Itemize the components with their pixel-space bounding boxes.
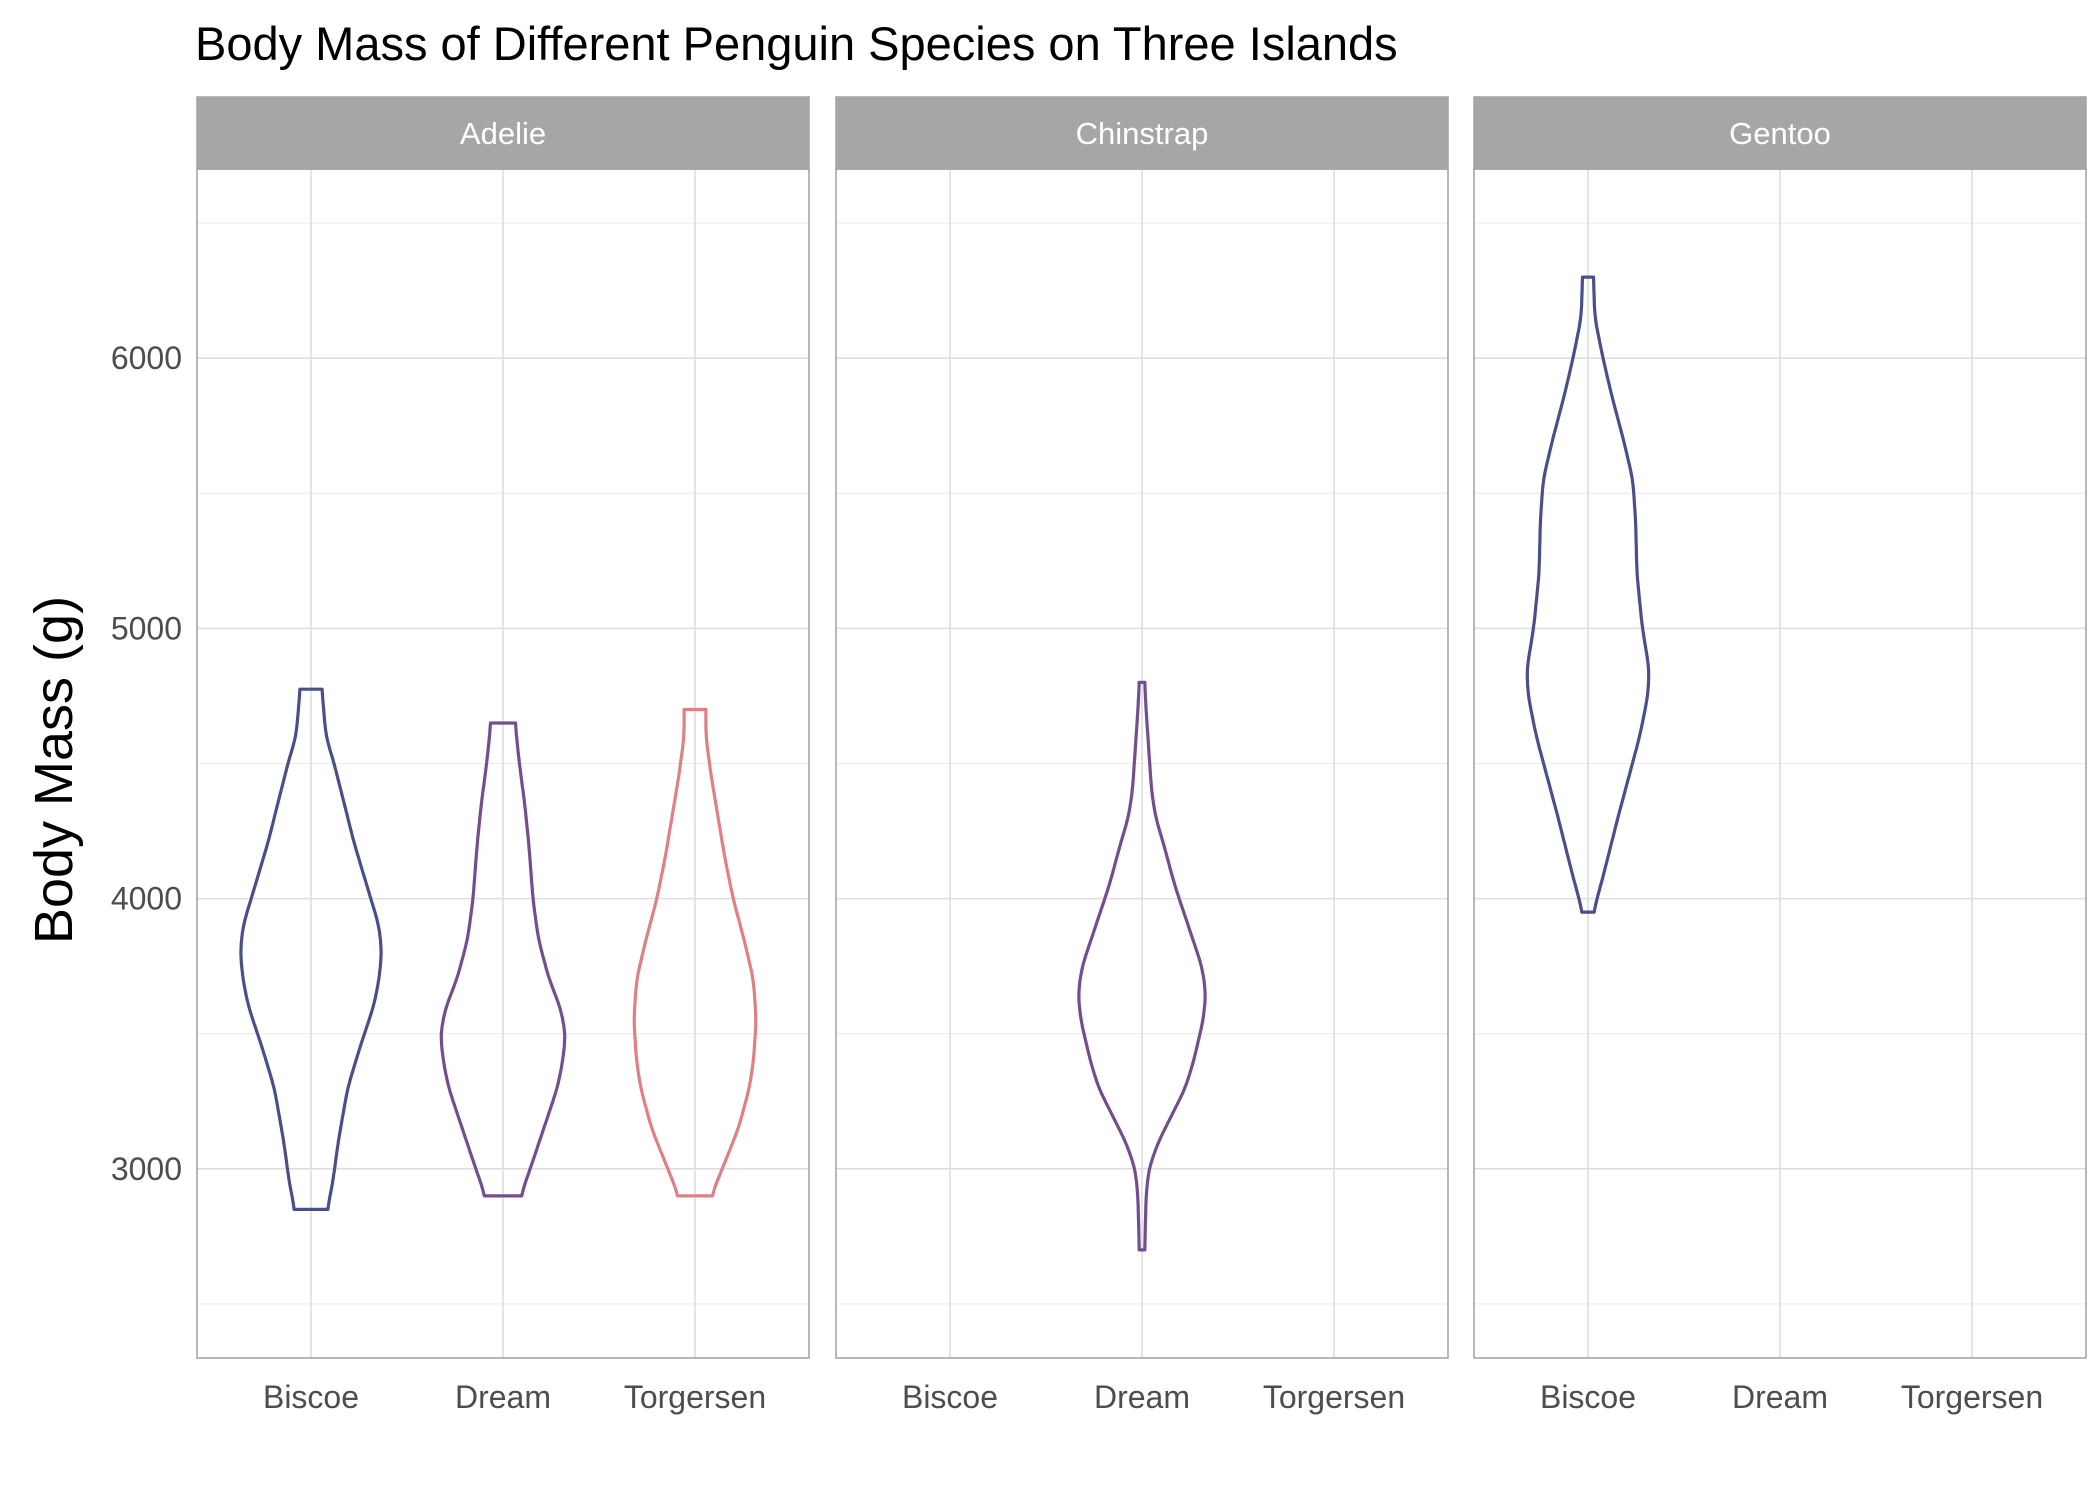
x-tick-label: Dream — [455, 1379, 551, 1415]
facet-panel-gentoo: Gentoo Biscoe Dream Torgersen — [1473, 96, 2087, 1415]
facet-strip-label: Chinstrap — [1076, 116, 1209, 151]
x-tick-label: Biscoe — [1540, 1379, 1636, 1415]
x-tick-label: Dream — [1094, 1379, 1190, 1415]
facet-strip — [835, 96, 1449, 170]
violin-adelie-dream — [439, 721, 567, 1198]
y-tick-label: 6000 — [111, 340, 182, 376]
facet-strip-label: Gentoo — [1729, 116, 1831, 151]
y-tick-label: 4000 — [111, 881, 182, 917]
x-tick-label: Torgersen — [1263, 1379, 1405, 1415]
facet-panel-chinstrap: Chinstrap Biscoe Dream Torgersen — [835, 96, 1449, 1415]
violin-adelie-biscoe — [239, 687, 383, 1211]
x-tick-label: Biscoe — [263, 1379, 359, 1415]
violin-gentoo-biscoe — [1525, 275, 1651, 914]
x-tick-label: Torgersen — [1901, 1379, 2043, 1415]
facet-panel-adelie: Adelie Biscoe Dream Torgersen — [196, 96, 810, 1415]
y-axis-label: Body Mass (g) — [24, 596, 84, 944]
y-tick-label: 3000 — [111, 1151, 182, 1187]
x-tick-label: Torgersen — [624, 1379, 766, 1415]
facet-strip — [196, 96, 810, 170]
facet-panels: Adelie Biscoe Dream Torgersen Chinstrap Bisco… — [196, 96, 2087, 1415]
x-tick-label: Biscoe — [902, 1379, 998, 1415]
y-tick-label: 5000 — [111, 610, 182, 646]
y-axis-ticks: 3000 4000 5000 6000 — [111, 340, 182, 1187]
facet-strip-label: Adelie — [460, 116, 546, 151]
x-tick-label: Dream — [1732, 1379, 1828, 1415]
chart-title: Body Mass of Different Penguin Species o… — [195, 17, 1398, 70]
facet-strip — [1473, 96, 2087, 170]
violin-adelie-torgersen — [632, 707, 758, 1198]
violin-chinstrap-dream — [1077, 680, 1207, 1252]
